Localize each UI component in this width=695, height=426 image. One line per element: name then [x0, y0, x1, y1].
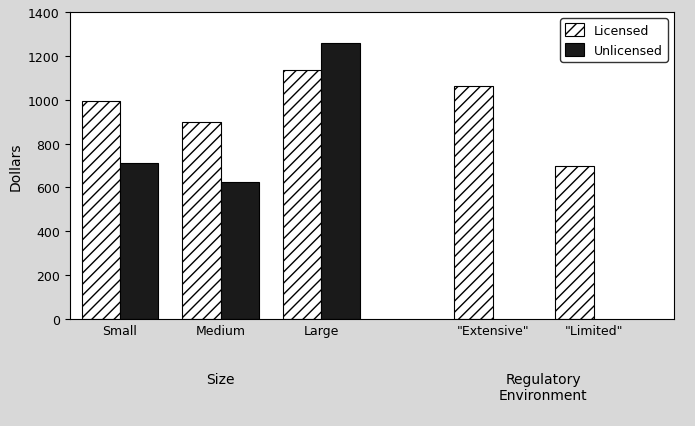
Bar [81, 101, 120, 320]
Bar [221, 183, 259, 320]
Y-axis label: Dollars: Dollars [8, 142, 22, 190]
Bar [120, 164, 158, 320]
Bar [455, 87, 493, 320]
Legend: Licensed, Unlicensed: Licensed, Unlicensed [560, 19, 668, 63]
Bar [182, 122, 220, 320]
Bar [555, 166, 594, 320]
Bar [283, 71, 321, 320]
Bar [321, 43, 360, 320]
Text: Size: Size [206, 372, 235, 386]
Text: Regulatory
Environment: Regulatory Environment [499, 372, 587, 402]
